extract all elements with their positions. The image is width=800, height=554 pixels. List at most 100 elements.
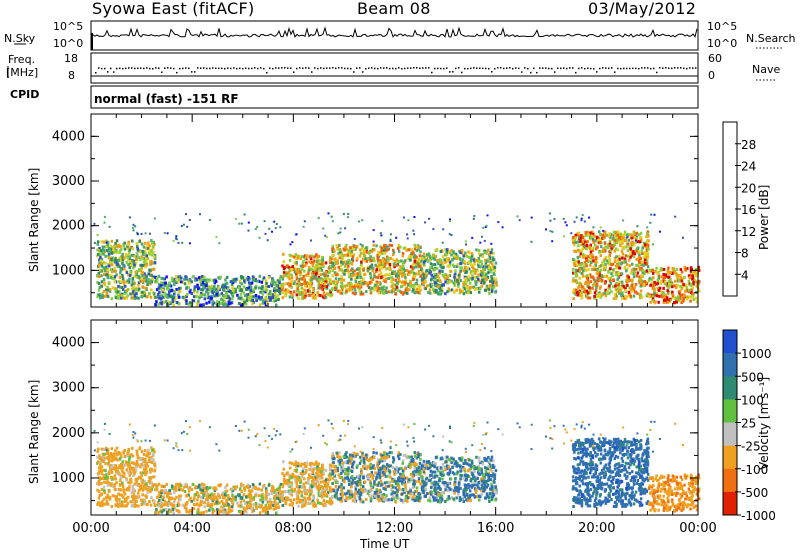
power-cell bbox=[210, 289, 213, 293]
power-cell bbox=[370, 280, 373, 284]
power-cell bbox=[249, 294, 252, 297]
velocity-cell bbox=[218, 501, 221, 505]
power-cell bbox=[592, 265, 596, 269]
power-cell bbox=[460, 266, 464, 270]
power-cell bbox=[320, 262, 323, 265]
velocity-cell bbox=[229, 487, 233, 491]
velocity-cell bbox=[271, 504, 274, 507]
power-cell bbox=[333, 257, 336, 261]
power-cell bbox=[233, 278, 236, 281]
power-cell bbox=[488, 284, 492, 288]
power-cell bbox=[489, 256, 492, 260]
velocity-cell bbox=[171, 508, 175, 511]
power-cell bbox=[442, 275, 446, 279]
power-cell bbox=[609, 279, 612, 283]
power-cell bbox=[474, 271, 477, 275]
power-cell bbox=[457, 282, 460, 286]
freq-point bbox=[188, 67, 190, 69]
power-cell bbox=[160, 277, 164, 281]
power-cell bbox=[597, 238, 600, 242]
power-cell bbox=[311, 275, 314, 279]
power-cell bbox=[290, 273, 293, 277]
power-cell bbox=[329, 264, 332, 268]
power-cell bbox=[122, 280, 125, 284]
power-cell bbox=[643, 258, 647, 262]
power-cell bbox=[390, 243, 393, 247]
power-cell bbox=[624, 295, 627, 298]
power-cell bbox=[586, 276, 589, 280]
freq-point bbox=[425, 67, 427, 69]
power-cell bbox=[394, 278, 397, 282]
power-cell bbox=[183, 277, 186, 281]
power-cell bbox=[345, 248, 349, 252]
velocity-cell bbox=[161, 491, 165, 495]
power-cell bbox=[273, 288, 276, 292]
power-cell bbox=[683, 275, 686, 279]
power-cell bbox=[577, 260, 581, 264]
velocity-cell bbox=[136, 454, 139, 458]
power-cell bbox=[640, 274, 643, 278]
freq-point bbox=[638, 67, 640, 70]
freq-point bbox=[344, 67, 346, 70]
power-cell bbox=[303, 296, 306, 300]
power-cell bbox=[203, 293, 206, 297]
freq-point bbox=[146, 67, 148, 69]
freq-point bbox=[176, 71, 178, 74]
power-cell bbox=[593, 243, 597, 247]
power-cell bbox=[139, 263, 142, 267]
power-cell bbox=[299, 270, 302, 274]
power-cell bbox=[349, 272, 353, 276]
velocity-cell bbox=[134, 478, 137, 482]
velocity-cell bbox=[103, 489, 106, 493]
power-cell bbox=[107, 254, 110, 258]
power-cell bbox=[490, 248, 494, 252]
power-cell bbox=[279, 288, 282, 292]
power-cell bbox=[662, 301, 666, 304]
power-cell bbox=[432, 253, 436, 257]
power-cell bbox=[126, 244, 129, 248]
power-cell bbox=[329, 282, 333, 285]
power-cell bbox=[389, 268, 392, 272]
power-cell bbox=[688, 276, 691, 280]
power-cell bbox=[324, 234, 327, 237]
power-cell bbox=[337, 277, 341, 281]
power-cell bbox=[689, 266, 693, 270]
power-cell bbox=[649, 221, 652, 224]
power-cell bbox=[172, 296, 176, 299]
power-cell bbox=[104, 254, 107, 258]
velocity-cell bbox=[154, 511, 157, 514]
power-cell bbox=[598, 271, 601, 275]
power-cell bbox=[619, 292, 623, 296]
power-cell bbox=[668, 299, 671, 302]
power-cell bbox=[590, 253, 593, 257]
power-cell bbox=[468, 256, 471, 260]
power-cell bbox=[249, 295, 252, 299]
power-cell bbox=[660, 275, 663, 279]
power-cell bbox=[424, 280, 427, 283]
power-cell bbox=[135, 288, 138, 292]
freq-point bbox=[317, 67, 319, 70]
power-cell bbox=[359, 243, 362, 246]
power-cell bbox=[336, 259, 339, 263]
power-cell bbox=[600, 250, 603, 254]
power-cell bbox=[116, 262, 119, 266]
power-cell bbox=[260, 286, 263, 290]
power-cell bbox=[183, 298, 187, 302]
power-cell bbox=[692, 270, 695, 274]
power-cell bbox=[449, 219, 451, 222]
power-cell bbox=[494, 290, 497, 294]
velocity-cell bbox=[180, 488, 183, 491]
power-cell bbox=[166, 303, 170, 307]
power-cell bbox=[646, 234, 650, 238]
power-cell bbox=[125, 296, 128, 300]
power-scatter bbox=[93, 212, 701, 307]
power-cell bbox=[127, 257, 130, 261]
freq-point bbox=[113, 71, 115, 73]
velocity-cell bbox=[183, 490, 187, 493]
velocity-cell bbox=[221, 491, 225, 495]
power-cell bbox=[237, 302, 241, 305]
power-cell bbox=[645, 293, 648, 297]
power-cell bbox=[275, 280, 279, 284]
power-cell bbox=[620, 284, 624, 288]
power-cell bbox=[647, 294, 651, 298]
